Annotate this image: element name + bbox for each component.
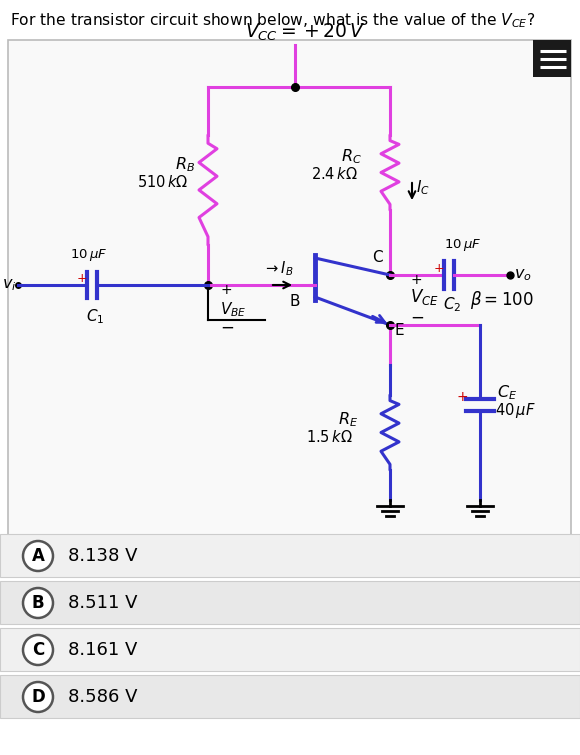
Text: 8.161 V: 8.161 V	[68, 641, 137, 659]
Bar	[533, 40, 571, 77]
Text: $R_E$: $R_E$	[338, 411, 358, 430]
Text: $\rightarrow I_B$: $\rightarrow I_B$	[263, 259, 293, 278]
Text: A: A	[31, 547, 45, 565]
Text: $R_C$: $R_C$	[341, 148, 362, 166]
Text: $2.4\,k\Omega$: $2.4\,k\Omega$	[311, 166, 358, 182]
Text: $C_2$: $C_2$	[443, 295, 461, 313]
Text: $v_o$: $v_o$	[514, 267, 532, 283]
Circle shape	[23, 588, 53, 618]
Bar	[0, 628, 580, 671]
Circle shape	[23, 682, 53, 712]
Bar	[0, 534, 580, 577]
Text: $10\,\mu F$: $10\,\mu F$	[444, 237, 481, 253]
Text: $510\,k\Omega$: $510\,k\Omega$	[137, 174, 188, 190]
Text: 8.586 V: 8.586 V	[68, 688, 137, 706]
Text: +: +	[220, 283, 231, 297]
Text: B: B	[289, 294, 300, 309]
Text: $10\,\mu F$: $10\,\mu F$	[70, 247, 108, 263]
Bar	[0, 581, 580, 624]
Text: $40\,\mu F$: $40\,\mu F$	[495, 400, 536, 420]
Text: $V_{CC} = +20\,V$: $V_{CC} = +20\,V$	[245, 22, 365, 43]
Text: B: B	[32, 594, 44, 612]
Text: C: C	[372, 250, 383, 265]
Bar	[0, 675, 580, 718]
Text: 8.511 V: 8.511 V	[68, 594, 137, 612]
Text: $C_E$: $C_E$	[497, 384, 517, 402]
Text: +: +	[410, 273, 422, 287]
Text: E: E	[395, 323, 405, 338]
Text: +: +	[456, 390, 468, 404]
Text: For the transistor circuit shown below, what is the value of the $V_{CE}$?: For the transistor circuit shown below, …	[10, 11, 535, 29]
Text: $V_{BE}$: $V_{BE}$	[220, 300, 246, 319]
Text: $\beta = 100$: $\beta = 100$	[470, 289, 534, 311]
Text: D: D	[31, 688, 45, 706]
Text: 8.138 V: 8.138 V	[68, 547, 137, 565]
Text: $-$: $-$	[220, 318, 234, 336]
Bar	[8, 40, 571, 560]
Text: $I_C$: $I_C$	[416, 179, 430, 197]
Text: $C_1$: $C_1$	[86, 307, 104, 325]
Text: C: C	[32, 641, 44, 659]
Text: $1.5\,k\Omega$: $1.5\,k\Omega$	[306, 429, 353, 445]
Circle shape	[23, 541, 53, 571]
Text: +: +	[77, 273, 88, 285]
Circle shape	[23, 635, 53, 665]
Text: $v_i$: $v_i$	[2, 277, 16, 293]
Text: $V_{CE}$: $V_{CE}$	[410, 287, 439, 307]
Text: $-$: $-$	[410, 308, 424, 326]
Text: $R_B$: $R_B$	[175, 156, 195, 174]
Text: +: +	[434, 261, 444, 275]
